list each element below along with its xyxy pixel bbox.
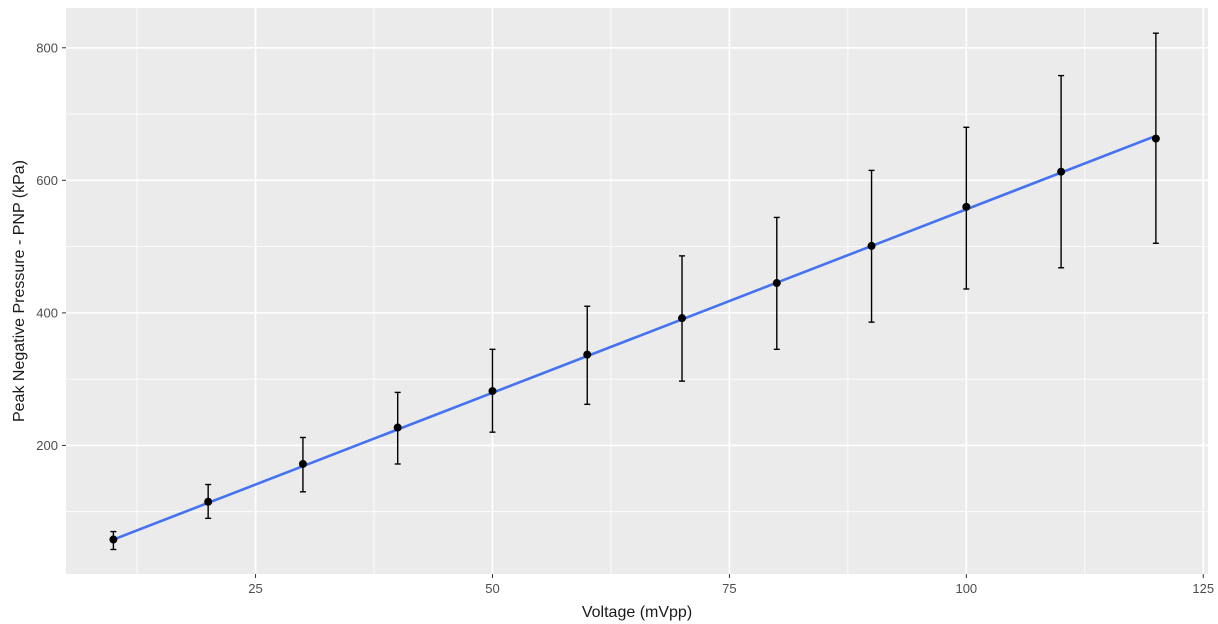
data-point [204, 497, 213, 506]
x-axis-title: Voltage (mVpp) [582, 604, 692, 621]
x-tick-label: 75 [722, 581, 736, 596]
data-point [393, 423, 402, 432]
data-point [583, 350, 592, 359]
y-axis-title: Peak Negative Pressure - PNP (kPa) [11, 160, 28, 422]
x-axis: 25 50 75 100 125 [248, 574, 1214, 596]
data-point [1151, 134, 1160, 143]
y-tick-label: 800 [36, 40, 58, 55]
y-tick-label: 400 [36, 305, 58, 320]
x-tick-label: 25 [248, 581, 262, 596]
fit-line-group [112, 134, 1158, 541]
data-point [298, 459, 307, 468]
y-tick-label: 600 [36, 173, 58, 188]
data-points [109, 134, 1160, 544]
data-point [678, 314, 687, 323]
fit-line [112, 134, 1158, 541]
data-point [772, 279, 781, 288]
y-tick-label: 200 [36, 438, 58, 453]
x-tick-label: 100 [955, 581, 977, 596]
plot-panel [66, 8, 1208, 574]
data-point [109, 535, 118, 544]
y-axis: 200 400 600 800 [36, 40, 66, 453]
data-point [488, 387, 497, 396]
data-point [867, 241, 876, 250]
x-tick-label: 125 [1192, 581, 1214, 596]
x-tick-label: 50 [485, 581, 499, 596]
data-point [1057, 167, 1066, 176]
grid-major [66, 8, 1208, 574]
data-point [962, 202, 971, 211]
